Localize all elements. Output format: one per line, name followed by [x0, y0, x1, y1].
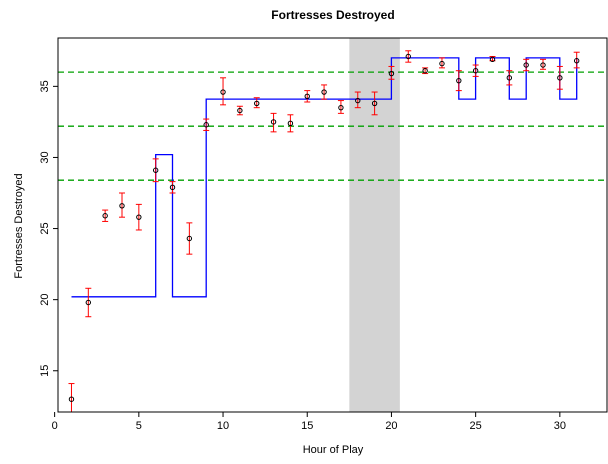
- data-point-1: [68, 396, 75, 402]
- error-bar-24: [455, 70, 462, 92]
- axes-layer: 0 5 10 15 20 25 30 15 20 25 30 35: [39, 37, 608, 432]
- x-tick-label: 25: [470, 420, 482, 432]
- error-bar-6: [152, 158, 159, 183]
- error-bar-10: [220, 77, 227, 106]
- error-bar-21: [405, 50, 412, 63]
- data-point-8: [186, 235, 193, 242]
- x-tick-label: 30: [554, 420, 566, 432]
- x-tick-label: 5: [136, 420, 142, 432]
- data-point-6: [152, 167, 159, 173]
- error-bar-20: [388, 65, 395, 80]
- x-tick-label: 10: [217, 420, 229, 432]
- error-bar-3: [102, 209, 109, 222]
- data-point-10: [220, 89, 226, 95]
- data-point-12: [254, 100, 260, 107]
- error-bar-9: [203, 118, 210, 131]
- error-bar-4: [118, 192, 125, 218]
- error-bar-15: [304, 90, 311, 103]
- x-tick-label: 15: [301, 420, 313, 432]
- points-layer: [68, 53, 580, 402]
- step-line-layer: [71, 57, 578, 298]
- data-point-30: [557, 75, 563, 81]
- data-point-7: [169, 184, 176, 191]
- error-bar-18: [354, 91, 361, 109]
- error-bar-5: [135, 203, 142, 231]
- data-point-21: [405, 53, 411, 60]
- data-point-28: [523, 62, 529, 68]
- data-point-13: [270, 119, 277, 125]
- data-point-18: [355, 97, 361, 104]
- data-point-3: [102, 213, 108, 219]
- data-point-25: [472, 68, 479, 74]
- data-point-24: [456, 77, 462, 84]
- data-point-14: [287, 120, 294, 127]
- chart-title: Fortresses Destroyed: [271, 8, 394, 22]
- data-point-17: [338, 104, 344, 111]
- plot-frame: [57, 37, 608, 413]
- data-point-5: [136, 214, 142, 220]
- reference-lines-layer: [58, 71, 607, 181]
- error-bar-27: [506, 70, 513, 86]
- data-point-20: [388, 70, 395, 77]
- error-bar-11: [236, 105, 243, 116]
- y-tick-label: 15: [39, 365, 51, 377]
- x-axis-label: Hour of Play: [303, 444, 364, 456]
- data-point-16: [321, 89, 327, 95]
- y-tick-label: 30: [39, 151, 51, 163]
- data-point-19: [371, 100, 378, 107]
- y-tick-label: 25: [39, 222, 51, 234]
- data-point-26: [489, 56, 496, 63]
- data-point-23: [439, 60, 445, 67]
- data-point-15: [304, 93, 310, 100]
- x-tick-label: 0: [52, 420, 58, 432]
- error-bar-28: [523, 58, 530, 72]
- error-bar-17: [337, 100, 344, 114]
- error-bars-layer: [68, 50, 580, 413]
- data-point-27: [506, 75, 513, 81]
- error-bar-25: [472, 64, 479, 77]
- data-point-9: [203, 122, 209, 128]
- data-point-11: [237, 107, 243, 114]
- x-tick-label: 20: [385, 420, 397, 432]
- data-point-2: [85, 299, 92, 306]
- data-point-29: [540, 62, 546, 68]
- data-point-22: [422, 68, 428, 74]
- error-bar-2: [85, 287, 92, 318]
- error-bar-7: [169, 181, 176, 194]
- error-bar-16: [321, 84, 328, 100]
- data-point-4: [119, 203, 125, 209]
- error-bar-31: [573, 51, 580, 69]
- y-axis-label: Fortresses Destroyed: [13, 173, 25, 278]
- error-bar-13: [270, 112, 277, 133]
- error-bar-14: [287, 114, 294, 133]
- y-tick-label: 35: [39, 80, 51, 92]
- error-bar-19: [371, 91, 378, 116]
- step-line: [71, 57, 578, 298]
- error-bar-8: [186, 222, 193, 255]
- data-point-31: [573, 58, 580, 64]
- error-bar-30: [556, 65, 563, 90]
- y-tick-label: 20: [39, 294, 51, 306]
